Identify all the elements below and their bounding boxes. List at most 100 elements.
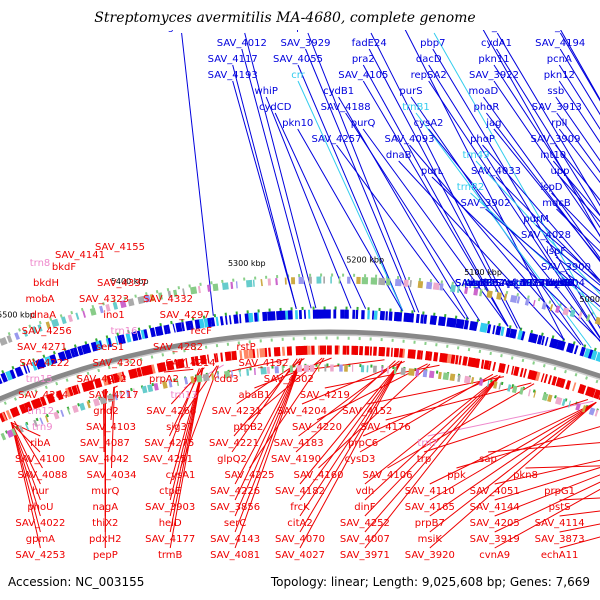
feature-block — [60, 409, 65, 417]
label-leader-line — [324, 364, 440, 389]
gene-label: trn7 — [417, 438, 438, 449]
gene-label: sig37 — [166, 422, 193, 433]
feature-block — [450, 284, 456, 293]
feature-block — [260, 367, 267, 375]
label-leader-line — [556, 208, 600, 253]
gene-label: gpmA — [26, 534, 55, 545]
reverse-gene-mark — [483, 360, 490, 370]
gene-label: trmB — [158, 550, 183, 561]
feature-block — [141, 385, 148, 394]
feature-block — [541, 393, 549, 401]
label-leader-line — [494, 459, 600, 485]
gene-label: pcnA — [547, 54, 572, 65]
gene-label: SAV_4256 — [22, 326, 72, 337]
label-leader-line — [415, 112, 592, 349]
feature-block — [493, 381, 498, 389]
label-leader-line — [307, 32, 420, 313]
label-leader-line — [493, 64, 600, 229]
gene-label: SAV_4271 — [17, 342, 67, 353]
feature-block — [516, 296, 521, 304]
reverse-gene-mark — [5, 409, 12, 420]
feature-block — [119, 391, 123, 400]
feature-block — [149, 294, 155, 302]
label-leader-line — [470, 192, 600, 312]
gene-label: SAV_3903 — [145, 502, 195, 513]
gene-label: SAV_4320 — [92, 358, 142, 369]
forward-gene-mark — [31, 361, 38, 371]
gene-label: SAV_3892 — [455, 278, 505, 289]
gene-label: phoU — [27, 502, 53, 513]
gene-label: SAV_4257 — [311, 134, 361, 145]
label-leader-line — [556, 112, 600, 174]
forward-gene-mark — [9, 369, 16, 380]
label-leader-line — [345, 112, 481, 322]
label-leader-line — [370, 32, 521, 330]
gene-label: SAV_4193 — [208, 70, 258, 81]
feature-block — [72, 404, 79, 414]
gene-label: SAV_3909 — [530, 134, 580, 145]
forward-gene-mark — [143, 329, 149, 339]
gene-label: glpQ2 — [217, 454, 247, 465]
kbp-label: 5000 kbp — [580, 295, 600, 304]
gene-label: frcK — [290, 502, 310, 513]
reverse-gene-mark — [146, 364, 154, 375]
label-leader-line — [169, 367, 204, 549]
label-leader-line — [169, 367, 204, 517]
gene-label: SAV_3952 — [455, 278, 505, 289]
gene-label: thrC3 — [546, 278, 574, 289]
genome-backbone — [0, 329, 600, 402]
gene-label: SAV_4177 — [145, 534, 195, 545]
forward-gene-mark — [117, 334, 124, 345]
gene-label: SAV_4012 — [217, 38, 267, 49]
reverse-gene-mark — [168, 360, 175, 371]
reverse-gene-mark — [231, 350, 238, 361]
gene-label: SAV_4217 — [89, 390, 139, 401]
gene-label: abaB1 — [238, 390, 270, 401]
feature-block — [37, 324, 43, 332]
label-leader-line — [180, 365, 219, 469]
gene-label: SAV_4226 — [210, 486, 260, 497]
label-leader-line — [318, 363, 431, 469]
label-leader-line — [10, 422, 41, 549]
gene-label: pra2 — [352, 54, 375, 65]
reverse-gene-mark — [96, 377, 103, 388]
feature-block — [89, 307, 97, 316]
feature-block — [45, 321, 51, 330]
label-leader-line — [234, 358, 303, 517]
gene-label: SAV_4022 — [15, 518, 65, 529]
gene-label: SAV_3884 — [455, 278, 505, 289]
feature-block — [426, 281, 433, 290]
forward-gene-mark — [520, 331, 526, 341]
gene-label: cysA2 — [414, 118, 444, 129]
label-leader-line — [423, 399, 589, 453]
feature-block — [168, 380, 173, 388]
forward-gene-mark — [590, 350, 598, 361]
gene-label: pkn9 — [508, 278, 533, 289]
gene-label: SAV_4194 — [535, 38, 585, 49]
feature-block — [549, 304, 554, 312]
label-leader-line — [494, 467, 600, 501]
feature-block — [594, 409, 599, 417]
gene-label: SAV_4176 — [361, 422, 411, 433]
feature-block — [449, 373, 456, 382]
reverse-gene-mark — [547, 375, 553, 385]
gene-label: prpB7 — [415, 518, 445, 529]
forward-gene-mark — [44, 356, 53, 367]
reverse-gene-mark — [555, 377, 562, 387]
gene-label: SAV_4222 — [19, 358, 69, 369]
label-leader-line — [226, 358, 289, 373]
gene-label: trn49 — [463, 150, 490, 161]
gene-label: ispF — [546, 246, 566, 257]
gene-label: citA2 — [287, 518, 312, 529]
gene-label: pkn10 — [282, 118, 313, 129]
gene-label: SAV_4225 — [224, 470, 274, 481]
label-leader-line — [364, 375, 501, 533]
label-leader-line — [429, 401, 597, 549]
gene-label: SAV_4155 — [95, 242, 145, 253]
gene-label: pbp7 — [420, 38, 445, 49]
feature-block — [547, 394, 553, 403]
feature-block — [162, 381, 168, 389]
label-leader-line — [559, 497, 600, 501]
label-leader-line — [299, 360, 403, 549]
